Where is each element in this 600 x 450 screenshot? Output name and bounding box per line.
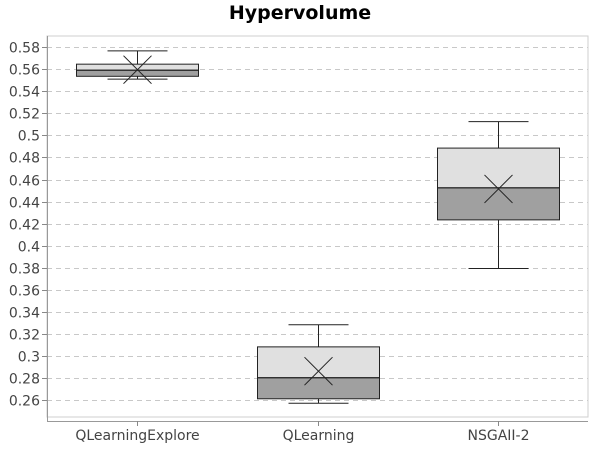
y-tick-label: 0.58 [9, 41, 40, 57]
y-tick-label: 0.26 [9, 394, 40, 410]
upper-box [437, 147, 560, 189]
box-QLearningExplore [76, 50, 199, 85]
y-tick-label: 0.52 [9, 107, 40, 123]
mean-marker [123, 55, 152, 85]
y-axis-ticks: 0.26 0.28 0.3 0.32 0.34 0.36 0.38 0.4 0.42 0.44 0.… [9, 41, 47, 410]
y-tick-label: 0.34 [9, 306, 40, 322]
mean-marker [484, 174, 513, 204]
y-tick-label: 0.42 [9, 218, 40, 234]
box-NSGAII-2 [437, 121, 560, 269]
boxes [76, 50, 560, 404]
y-tick-label: 0.56 [9, 63, 40, 79]
y-tick-label: 0.46 [9, 174, 40, 190]
y-tick-label: 0.5 [18, 129, 40, 145]
mean-marker [304, 356, 333, 386]
lower-box [76, 69, 199, 77]
x-category-label: QLearning [283, 428, 355, 444]
y-tick-label: 0.36 [9, 284, 40, 300]
y-tick-label: 0.54 [9, 85, 40, 101]
x-category-label: NSGAII-2 [467, 428, 529, 444]
box-QLearning [257, 324, 380, 404]
lower-box [437, 187, 560, 221]
x-category-label: QLearningExplore [75, 428, 199, 444]
chart-title: Hypervolume [228, 2, 372, 24]
y-tick-label: 0.44 [9, 196, 40, 212]
y-tick-label: 0.4 [18, 240, 40, 256]
y-tick-label: 0.48 [9, 151, 40, 167]
y-tick-label: 0.38 [9, 262, 40, 278]
lower-box [257, 377, 380, 400]
upper-box [257, 346, 380, 379]
y-tick-label: 0.32 [9, 328, 40, 344]
y-tick-label: 0.28 [9, 372, 40, 388]
y-tick-label: 0.3 [18, 350, 40, 366]
x-axis-labels: QLearningExplore QLearning NSGAII-2 [75, 421, 530, 444]
